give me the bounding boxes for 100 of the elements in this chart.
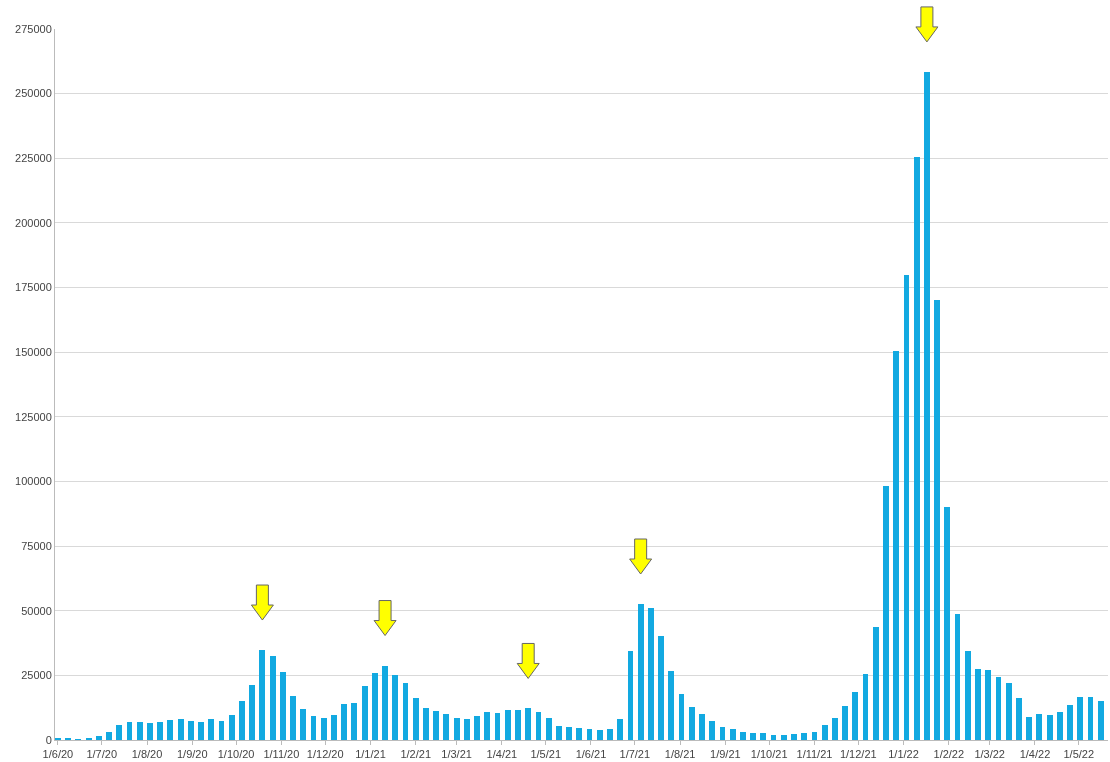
bar	[668, 671, 675, 740]
x-tick-label: 1/6/20	[42, 748, 74, 761]
bar	[290, 695, 296, 740]
bar	[750, 732, 757, 740]
y-tick-label: 200000	[15, 216, 52, 229]
bar	[484, 712, 491, 740]
bar	[147, 722, 153, 740]
x-tick-label: 1/4/22	[1019, 748, 1051, 761]
y-tick-label: 175000	[15, 281, 52, 294]
bar	[208, 718, 215, 740]
bar	[658, 636, 665, 740]
bar	[433, 711, 440, 740]
bar	[872, 627, 879, 740]
x-tick-label: 1/9/21	[710, 748, 741, 761]
bar	[177, 718, 184, 740]
bar	[351, 702, 358, 740]
bar	[566, 726, 573, 740]
bar	[607, 729, 613, 740]
y-tick-label: 150000	[15, 346, 52, 359]
x-tick-label: 1/11/20	[263, 748, 300, 761]
bar	[55, 737, 61, 740]
bar	[699, 714, 705, 740]
bar	[975, 669, 981, 740]
bar	[504, 709, 511, 740]
bar	[596, 730, 603, 740]
x-tick-label: 1/9/20	[176, 748, 208, 761]
x-tick-label: 1/8/21	[664, 748, 696, 761]
bar	[412, 698, 419, 740]
x-tick-label: 1/1/21	[355, 748, 386, 761]
bar	[1036, 713, 1043, 740]
bar	[1067, 704, 1073, 740]
y-tick-label: 125000	[15, 410, 52, 423]
bar	[617, 718, 624, 740]
x-tick-label: 1/2/21	[400, 748, 432, 761]
x-tick-label: 1/7/20	[86, 748, 118, 761]
bar	[647, 607, 654, 740]
x-tick-label: 1/5/21	[530, 748, 562, 761]
bar	[259, 650, 266, 740]
x-tick-label: 1/12/20	[306, 748, 344, 761]
bar	[443, 714, 450, 740]
x-tick-label: 1/3/22	[974, 748, 1005, 761]
bar	[913, 157, 920, 740]
bar	[923, 71, 930, 740]
y-tick-label: 100000	[15, 475, 52, 488]
y-tick-label: 25000	[21, 669, 52, 682]
bar	[729, 729, 736, 740]
x-tick-label: 1/6/21	[575, 748, 607, 761]
x-tick-label: 1/11/21	[796, 748, 833, 761]
y-tick-label: 225000	[15, 152, 52, 165]
bar	[269, 655, 276, 740]
bar	[555, 725, 562, 740]
bar	[65, 737, 72, 740]
x-tick-label: 1/3/21	[441, 748, 472, 761]
bar	[1005, 683, 1012, 740]
bar	[279, 671, 286, 740]
bar	[300, 709, 307, 740]
bar	[831, 718, 838, 740]
bar	[739, 731, 746, 740]
bar	[964, 650, 971, 740]
bar	[525, 708, 532, 740]
bar	[842, 706, 849, 740]
bar	[453, 717, 460, 740]
bar	[198, 721, 204, 740]
bar	[944, 506, 951, 740]
x-tick-label: 1/5/22	[1063, 748, 1095, 761]
bar	[1026, 716, 1033, 740]
x-tick-label: 1/2/22	[933, 748, 965, 761]
bar	[1046, 714, 1053, 740]
bar	[934, 299, 941, 740]
bar	[545, 718, 552, 740]
bar	[852, 691, 859, 740]
x-tick-label: 1/4/21	[486, 748, 518, 761]
y-tick-label: 50000	[21, 604, 52, 617]
bar	[320, 718, 327, 740]
bar	[187, 720, 194, 740]
bar	[463, 718, 470, 740]
bar	[893, 350, 900, 740]
y-tick-label: 75000	[21, 539, 52, 552]
bar	[331, 714, 337, 740]
bar	[382, 665, 388, 740]
bar	[821, 725, 828, 740]
bar	[515, 709, 521, 740]
bar	[688, 707, 695, 740]
bar	[1077, 696, 1084, 740]
bar	[106, 731, 112, 740]
x-tick-label: 1/8/20	[131, 748, 163, 761]
bar	[239, 701, 245, 740]
bar	[371, 672, 378, 740]
bar	[709, 721, 716, 740]
bar	[474, 716, 480, 740]
x-tick-label: 1/12/21	[839, 748, 877, 761]
y-tick-label: 275000	[15, 22, 52, 35]
bar	[85, 737, 92, 740]
bar	[95, 736, 102, 740]
y-tick-label: 0	[45, 733, 52, 746]
bar	[883, 486, 889, 740]
x-tick-label: 1/7/21	[619, 748, 651, 761]
bar	[392, 674, 399, 740]
bar	[985, 670, 992, 740]
x-tick-label: 1/10/21	[750, 748, 788, 761]
